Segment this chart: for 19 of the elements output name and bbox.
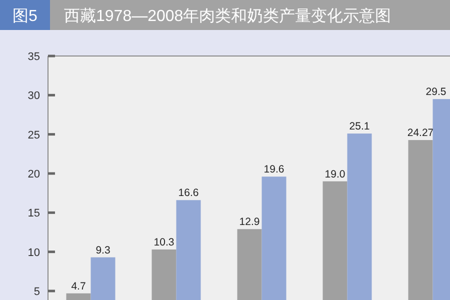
- y-tick-label: 10: [28, 246, 40, 259]
- data-label: 25.1: [349, 120, 370, 133]
- data-label: 16.6: [178, 187, 199, 200]
- y-tick-label: 30: [28, 90, 40, 102]
- data-label: 4.7: [71, 280, 86, 292]
- chart-title: 西藏1978—2008年肉类和奶类产量变化示意图: [64, 7, 392, 25]
- data-label: 10.3: [154, 236, 174, 248]
- y-tick-label: 20: [28, 168, 40, 180]
- data-label: 19.0: [324, 168, 346, 180]
- y-tick-label: 5: [34, 286, 40, 298]
- y-tick-label: 25: [28, 129, 40, 142]
- data-label: 29.5: [426, 86, 446, 98]
- data-label: 12.9: [239, 216, 260, 228]
- y-tick-label: 15: [28, 208, 40, 220]
- caption: 图5: [12, 8, 38, 25]
- data-label: 9.3: [96, 244, 110, 256]
- data-label: 24.27: [407, 127, 434, 140]
- y-tick-label: 35: [28, 51, 40, 63]
- data-label: 19.6: [264, 164, 284, 176]
